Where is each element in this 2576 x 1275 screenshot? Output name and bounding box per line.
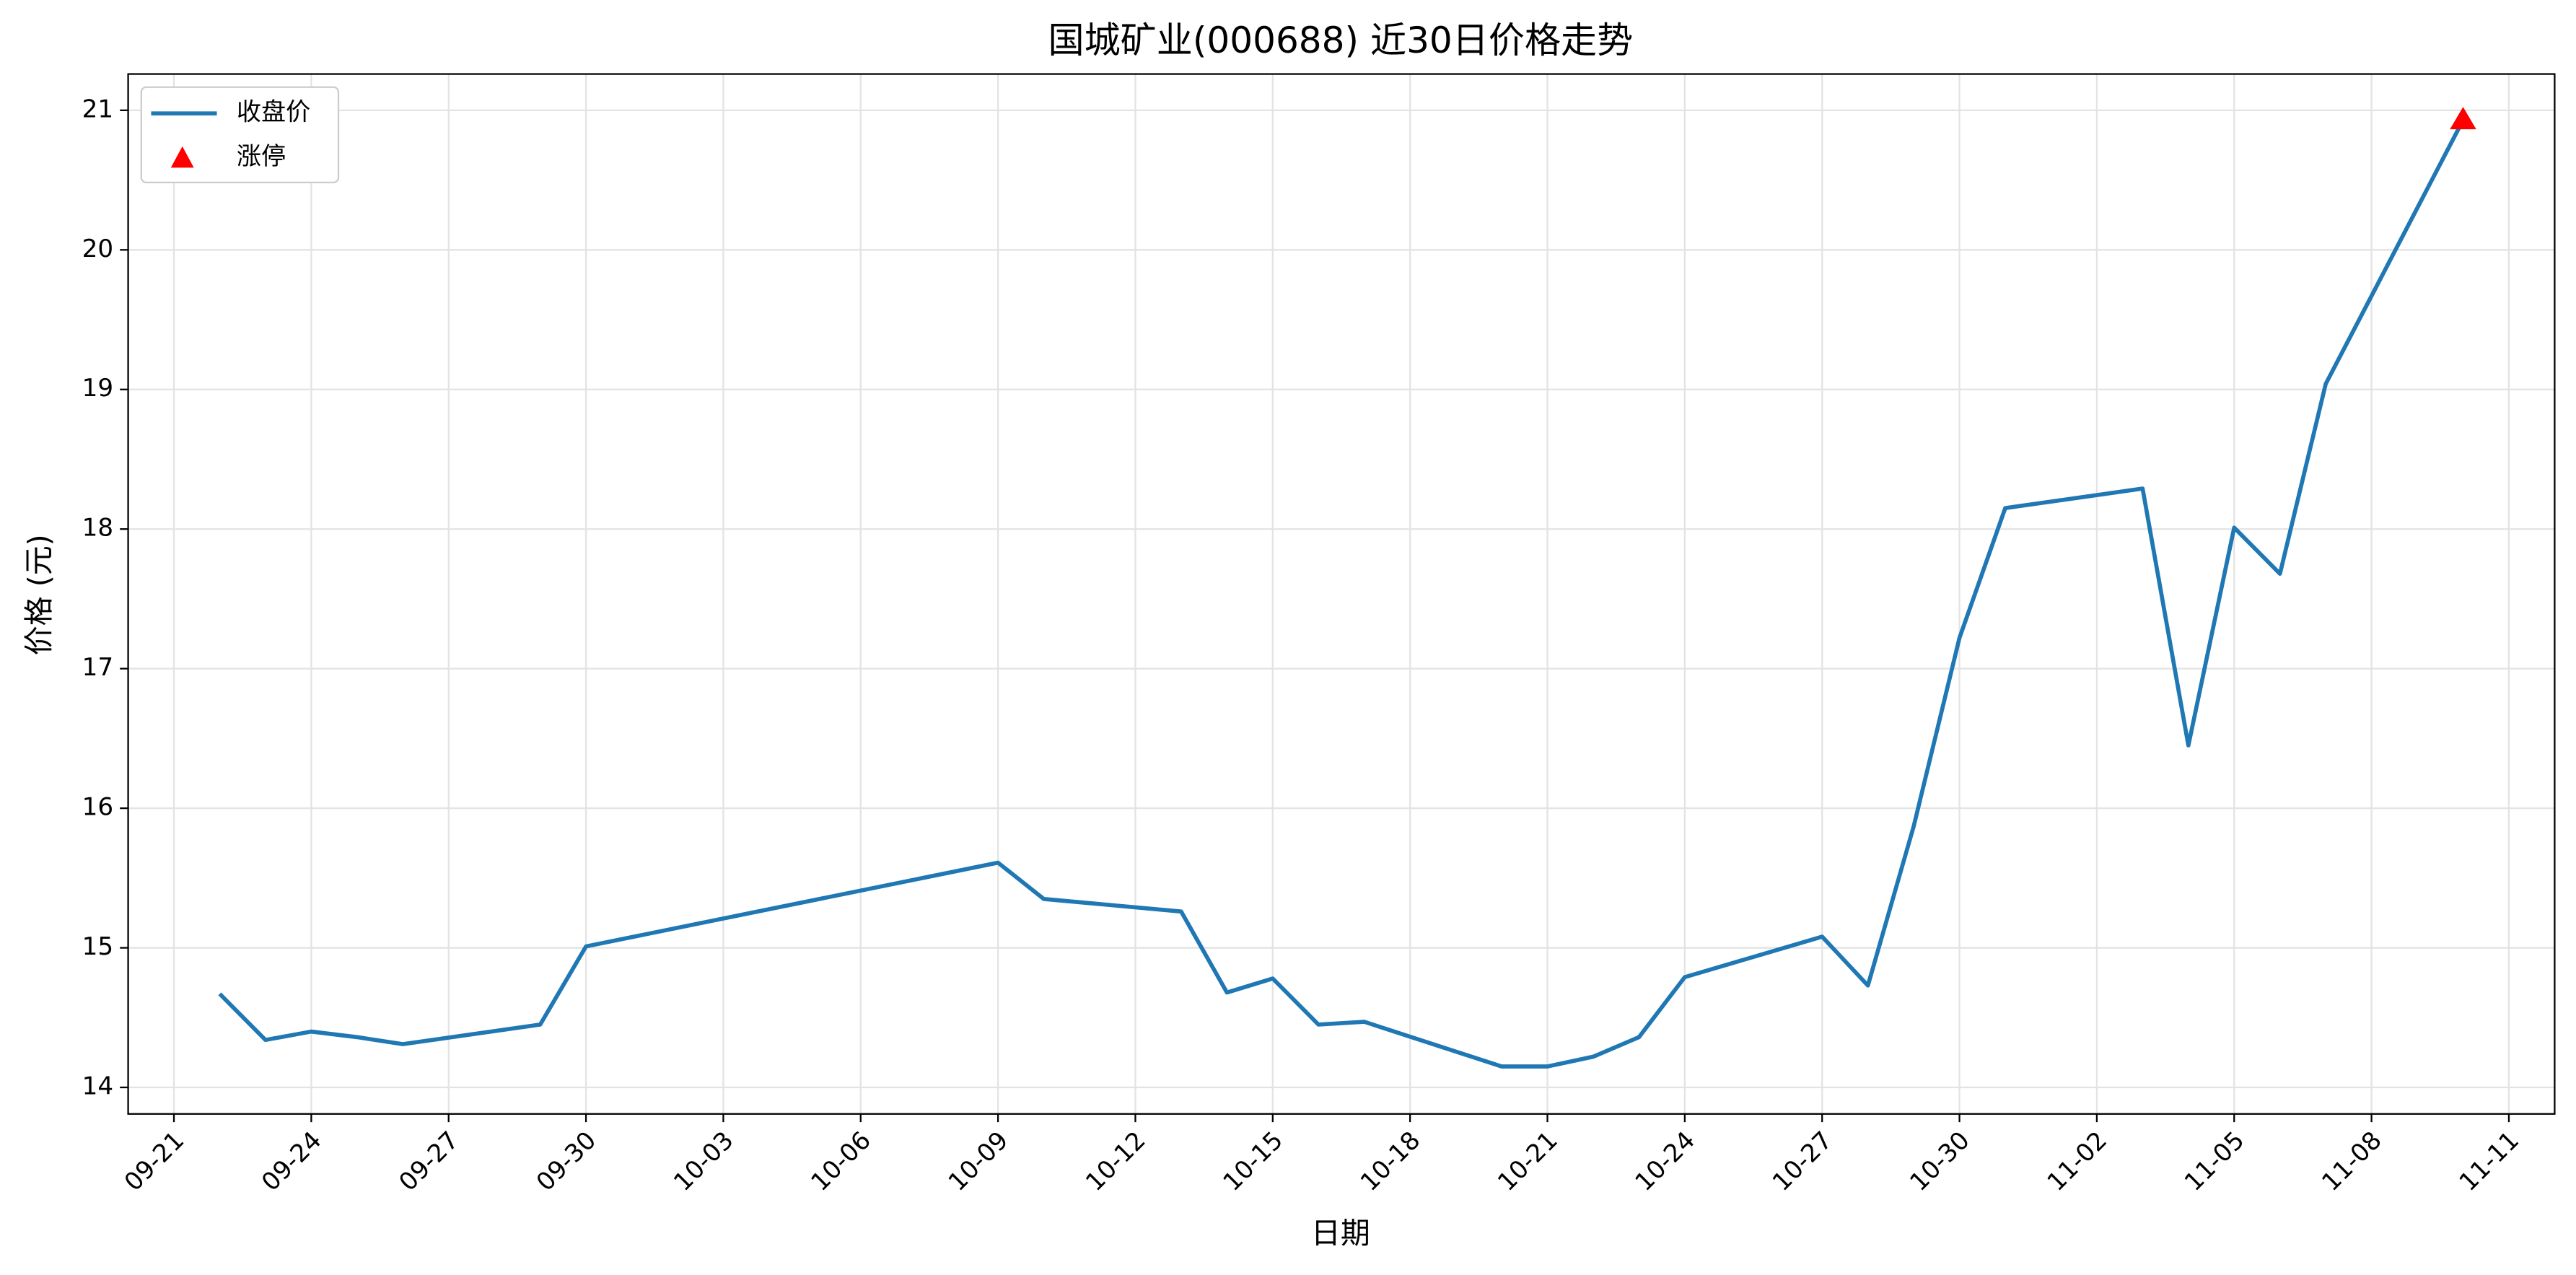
y-tick-label: 21 <box>82 95 113 123</box>
limit-up-marker <box>2450 107 2476 130</box>
y-tick-label: 14 <box>82 1072 113 1101</box>
y-tick-label: 19 <box>82 374 113 403</box>
legend-marker <box>170 146 194 168</box>
y-tick-label: 18 <box>82 514 113 543</box>
price-line <box>218 119 2466 1069</box>
legend-box <box>140 86 340 183</box>
y-tick-label: 16 <box>82 793 113 822</box>
y-tick-label: 17 <box>82 653 113 682</box>
plot-frame <box>127 73 2556 1115</box>
y-tick-label: 20 <box>82 235 113 263</box>
y-tick-label: 15 <box>82 932 113 961</box>
legend-label: 收盘价 <box>237 98 310 127</box>
x-axis-label: 日期 <box>1311 1216 1370 1250</box>
y-axis-label: 价格 (元) <box>22 534 56 655</box>
legend-label: 涨停 <box>237 142 286 171</box>
chart-title: 国城矿业(000688) 近30日价格走势 <box>1048 19 1634 61</box>
